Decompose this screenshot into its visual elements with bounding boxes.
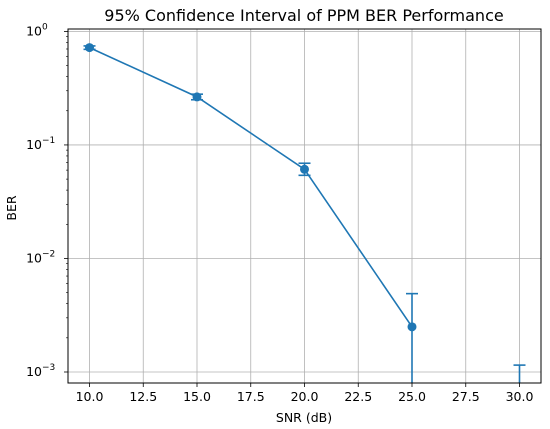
grid bbox=[68, 29, 541, 383]
x-axis-label: SNR (dB) bbox=[276, 410, 332, 425]
x-tick-label: 12.5 bbox=[129, 389, 157, 404]
x-tick-label: 17.5 bbox=[237, 389, 265, 404]
x-tick-label: 25.0 bbox=[398, 389, 426, 404]
data-point bbox=[407, 322, 417, 332]
series-line-path bbox=[89, 46, 413, 328]
x-tick-label: 22.5 bbox=[344, 389, 372, 404]
data-point bbox=[192, 92, 202, 102]
chart-title: 95% Confidence Interval of PPM BER Perfo… bbox=[104, 6, 503, 25]
y-tick-exponent: −3 bbox=[42, 363, 55, 373]
data-point bbox=[300, 164, 309, 174]
x-tick-label: 10.0 bbox=[76, 389, 104, 404]
x-tick-label: 20.0 bbox=[291, 389, 319, 404]
y-tick-label: 10 bbox=[26, 137, 42, 152]
y-tick-label: 10 bbox=[26, 250, 42, 265]
x-tick-label: 27.5 bbox=[452, 389, 480, 404]
y-tick-exponent: −2 bbox=[42, 249, 55, 259]
x-tick-label: 15.0 bbox=[183, 389, 211, 404]
y-tick-label: 10 bbox=[26, 23, 42, 38]
x-axis-ticks: 10.0 12.5 15.0 17.5 20.0 22.5 25.0 27.5 30.0 bbox=[76, 383, 534, 404]
y-axis-label: BER bbox=[4, 195, 19, 220]
series-line bbox=[85, 43, 417, 332]
y-tick-label: 10 bbox=[26, 364, 42, 379]
y-tick-exponent: 0 bbox=[42, 22, 48, 32]
y-tick-exponent: −1 bbox=[42, 136, 55, 146]
data-point bbox=[85, 43, 94, 53]
x-tick-label: 30.0 bbox=[506, 389, 534, 404]
